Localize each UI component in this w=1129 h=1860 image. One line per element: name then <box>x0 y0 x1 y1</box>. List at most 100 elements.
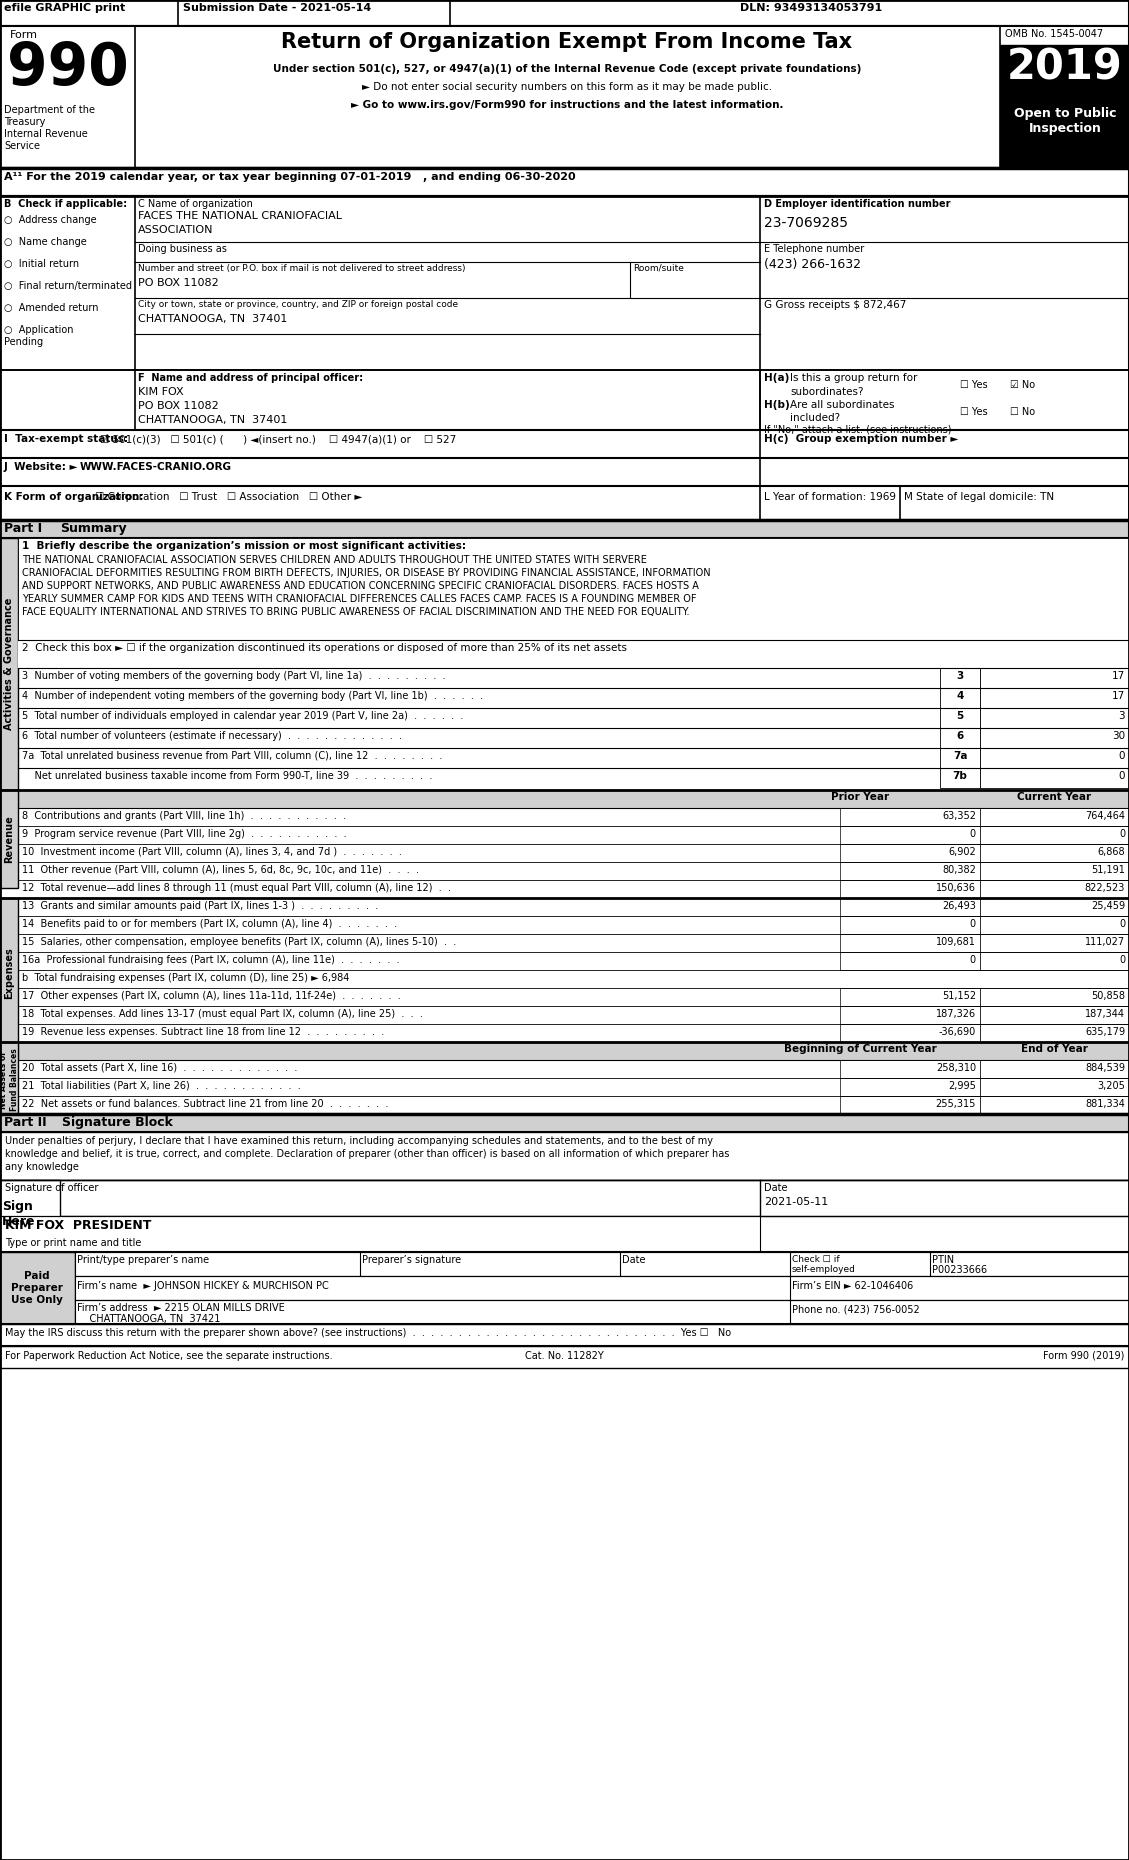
Text: b  Total fundraising expenses (Part IX, column (D), line 25) ► 6,984: b Total fundraising expenses (Part IX, c… <box>21 973 349 982</box>
Bar <box>840 1006 980 1025</box>
Text: Signature of officer: Signature of officer <box>5 1183 98 1192</box>
Text: Date: Date <box>764 1183 788 1192</box>
Text: For Paperwork Reduction Act Notice, see the separate instructions.: For Paperwork Reduction Act Notice, see … <box>5 1350 333 1362</box>
Text: Return of Organization Exempt From Income Tax: Return of Organization Exempt From Incom… <box>281 32 852 52</box>
Bar <box>75 1300 1129 1324</box>
Text: E Telephone number: E Telephone number <box>764 244 865 255</box>
Bar <box>980 861 1129 880</box>
Bar <box>940 748 980 768</box>
Text: 3,205: 3,205 <box>1097 1081 1124 1092</box>
Bar <box>0 898 18 1047</box>
Text: Activities & Governance: Activities & Governance <box>5 597 14 731</box>
Text: Service: Service <box>5 141 40 151</box>
Text: Revenue: Revenue <box>5 815 14 863</box>
Text: 5: 5 <box>956 711 964 722</box>
Text: efile GRAPHIC print: efile GRAPHIC print <box>5 4 125 13</box>
Text: Under section 501(c), 527, or 4947(a)(1) of the Internal Revenue Code (except pr: Under section 501(c), 527, or 4947(a)(1)… <box>273 63 861 74</box>
Bar <box>980 952 1129 971</box>
Text: WWW.FACES-CRANIO.ORG: WWW.FACES-CRANIO.ORG <box>80 461 231 472</box>
Text: L Year of formation: 1969: L Year of formation: 1969 <box>764 493 896 502</box>
Text: Prior Year: Prior Year <box>831 792 889 802</box>
Text: M State of legal domicile: TN: M State of legal domicile: TN <box>904 493 1054 502</box>
Text: 258,310: 258,310 <box>936 1064 975 1073</box>
Text: 22  Net assets or fund balances. Subtract line 21 from line 20  .  .  .  .  .  .: 22 Net assets or fund balances. Subtract… <box>21 1099 388 1109</box>
Text: 7b: 7b <box>953 772 968 781</box>
Text: H(a): H(a) <box>764 374 789 383</box>
Text: knowledge and belief, it is true, correct, and complete. Declaration of preparer: knowledge and belief, it is true, correc… <box>5 1149 729 1159</box>
Bar <box>0 521 1129 538</box>
Text: Summary: Summary <box>60 523 126 536</box>
Text: Sign
Here: Sign Here <box>2 1200 35 1228</box>
Bar <box>0 790 18 887</box>
Text: 63,352: 63,352 <box>942 811 975 820</box>
Text: ☐ Yes: ☐ Yes <box>960 407 988 417</box>
Text: Cat. No. 11282Y: Cat. No. 11282Y <box>525 1350 603 1362</box>
Text: 0: 0 <box>970 954 975 965</box>
Text: 111,027: 111,027 <box>1085 937 1124 947</box>
Text: ► Go to www.irs.gov/Form990 for instructions and the latest information.: ► Go to www.irs.gov/Form990 for instruct… <box>351 100 784 110</box>
Bar <box>18 1042 1129 1060</box>
Text: 990: 990 <box>7 41 129 97</box>
Text: 3  Number of voting members of the governing body (Part VI, line 1a)  .  .  .  .: 3 Number of voting members of the govern… <box>21 671 446 681</box>
Text: 10  Investment income (Part VIII, column (A), lines 3, 4, and 7d )  .  .  .  .  : 10 Investment income (Part VIII, column … <box>21 846 402 857</box>
Text: 0: 0 <box>1119 954 1124 965</box>
Text: any knowledge: any knowledge <box>5 1162 79 1172</box>
Text: 16a  Professional fundraising fees (Part IX, column (A), line 11e)  .  .  .  .  : 16a Professional fundraising fees (Part … <box>21 954 400 965</box>
Text: H(b): H(b) <box>764 400 790 409</box>
Text: 14  Benefits paid to or for members (Part IX, column (A), line 4)  .  .  .  .  .: 14 Benefits paid to or for members (Part… <box>21 919 397 928</box>
Text: 6  Total number of volunteers (estimate if necessary)  .  .  .  .  .  .  .  .  .: 6 Total number of volunteers (estimate i… <box>21 731 402 740</box>
Text: End of Year: End of Year <box>1021 1043 1087 1055</box>
Text: Part I: Part I <box>5 523 42 536</box>
Text: Expenses: Expenses <box>5 947 14 999</box>
Bar <box>0 1216 760 1252</box>
Text: 19  Revenue less expenses. Subtract line 18 from line 12  .  .  .  .  .  .  .  .: 19 Revenue less expenses. Subtract line … <box>21 1027 384 1038</box>
Text: Preparer’s signature: Preparer’s signature <box>362 1256 461 1265</box>
Bar <box>980 807 1129 826</box>
Bar <box>980 826 1129 844</box>
Text: ○  Name change: ○ Name change <box>5 236 87 247</box>
Text: 15  Salaries, other compensation, employee benefits (Part IX, column (A), lines : 15 Salaries, other compensation, employe… <box>21 937 456 947</box>
Text: 30: 30 <box>1112 731 1124 740</box>
Text: Firm’s address  ► 2215 OLAN MILLS DRIVE: Firm’s address ► 2215 OLAN MILLS DRIVE <box>77 1304 285 1313</box>
Text: Doing business as: Doing business as <box>138 244 227 255</box>
Text: Department of the: Department of the <box>5 104 95 115</box>
Text: ☑ No: ☑ No <box>1010 379 1035 391</box>
Bar <box>0 1114 1129 1133</box>
Text: ○  Final return/terminated: ○ Final return/terminated <box>5 281 132 290</box>
Text: If "No," attach a list. (see instructions): If "No," attach a list. (see instruction… <box>764 424 952 435</box>
Bar <box>1000 100 1129 167</box>
Text: PO BOX 11082: PO BOX 11082 <box>138 402 219 411</box>
Text: 822,523: 822,523 <box>1085 884 1124 893</box>
Text: OMB No. 1545-0047: OMB No. 1545-0047 <box>1005 30 1103 39</box>
Bar <box>18 790 1129 807</box>
Text: Treasury: Treasury <box>5 117 45 126</box>
Text: Check ☐ if
self-employed: Check ☐ if self-employed <box>793 1256 856 1274</box>
Text: F  Name and address of principal officer:: F Name and address of principal officer: <box>138 374 364 383</box>
Text: 0: 0 <box>1119 830 1124 839</box>
Text: I  Tax-exempt status:: I Tax-exempt status: <box>5 433 128 445</box>
Text: DLN: 93493134053791: DLN: 93493134053791 <box>739 4 882 13</box>
Text: FACE EQUALITY INTERNATIONAL AND STRIVES TO BRING PUBLIC AWARENESS OF FACIAL DISC: FACE EQUALITY INTERNATIONAL AND STRIVES … <box>21 606 690 618</box>
Text: 7a  Total unrelated business revenue from Part VIII, column (C), line 12  .  .  : 7a Total unrelated business revenue from… <box>21 751 443 761</box>
Bar <box>0 1324 1129 1347</box>
Bar <box>840 880 980 898</box>
Text: 0: 0 <box>970 919 975 928</box>
Bar <box>980 915 1129 934</box>
Bar <box>840 1096 980 1114</box>
Text: -36,690: -36,690 <box>938 1027 975 1038</box>
Text: Open to Public
Inspection: Open to Public Inspection <box>1014 108 1117 136</box>
Bar <box>75 1252 1129 1276</box>
Bar <box>0 458 1129 485</box>
Text: ► Do not enter social security numbers on this form as it may be made public.: ► Do not enter social security numbers o… <box>362 82 772 91</box>
Bar <box>0 0 1129 26</box>
Bar <box>980 1096 1129 1114</box>
Text: 0: 0 <box>970 830 975 839</box>
Text: THE NATIONAL CRANIOFACIAL ASSOCIATION SERVES CHILDREN AND ADULTS THROUGHOUT THE : THE NATIONAL CRANIOFACIAL ASSOCIATION SE… <box>21 554 647 565</box>
Text: included?: included? <box>790 413 840 422</box>
Bar <box>0 370 1129 430</box>
Text: H(c)  Group exemption number ►: H(c) Group exemption number ► <box>764 433 959 445</box>
Text: 8  Contributions and grants (Part VIII, line 1h)  .  .  .  .  .  .  .  .  .  .  : 8 Contributions and grants (Part VIII, l… <box>21 811 347 820</box>
Text: C Name of organization: C Name of organization <box>138 199 253 208</box>
Bar <box>18 538 1129 640</box>
Text: 187,326: 187,326 <box>936 1008 975 1019</box>
